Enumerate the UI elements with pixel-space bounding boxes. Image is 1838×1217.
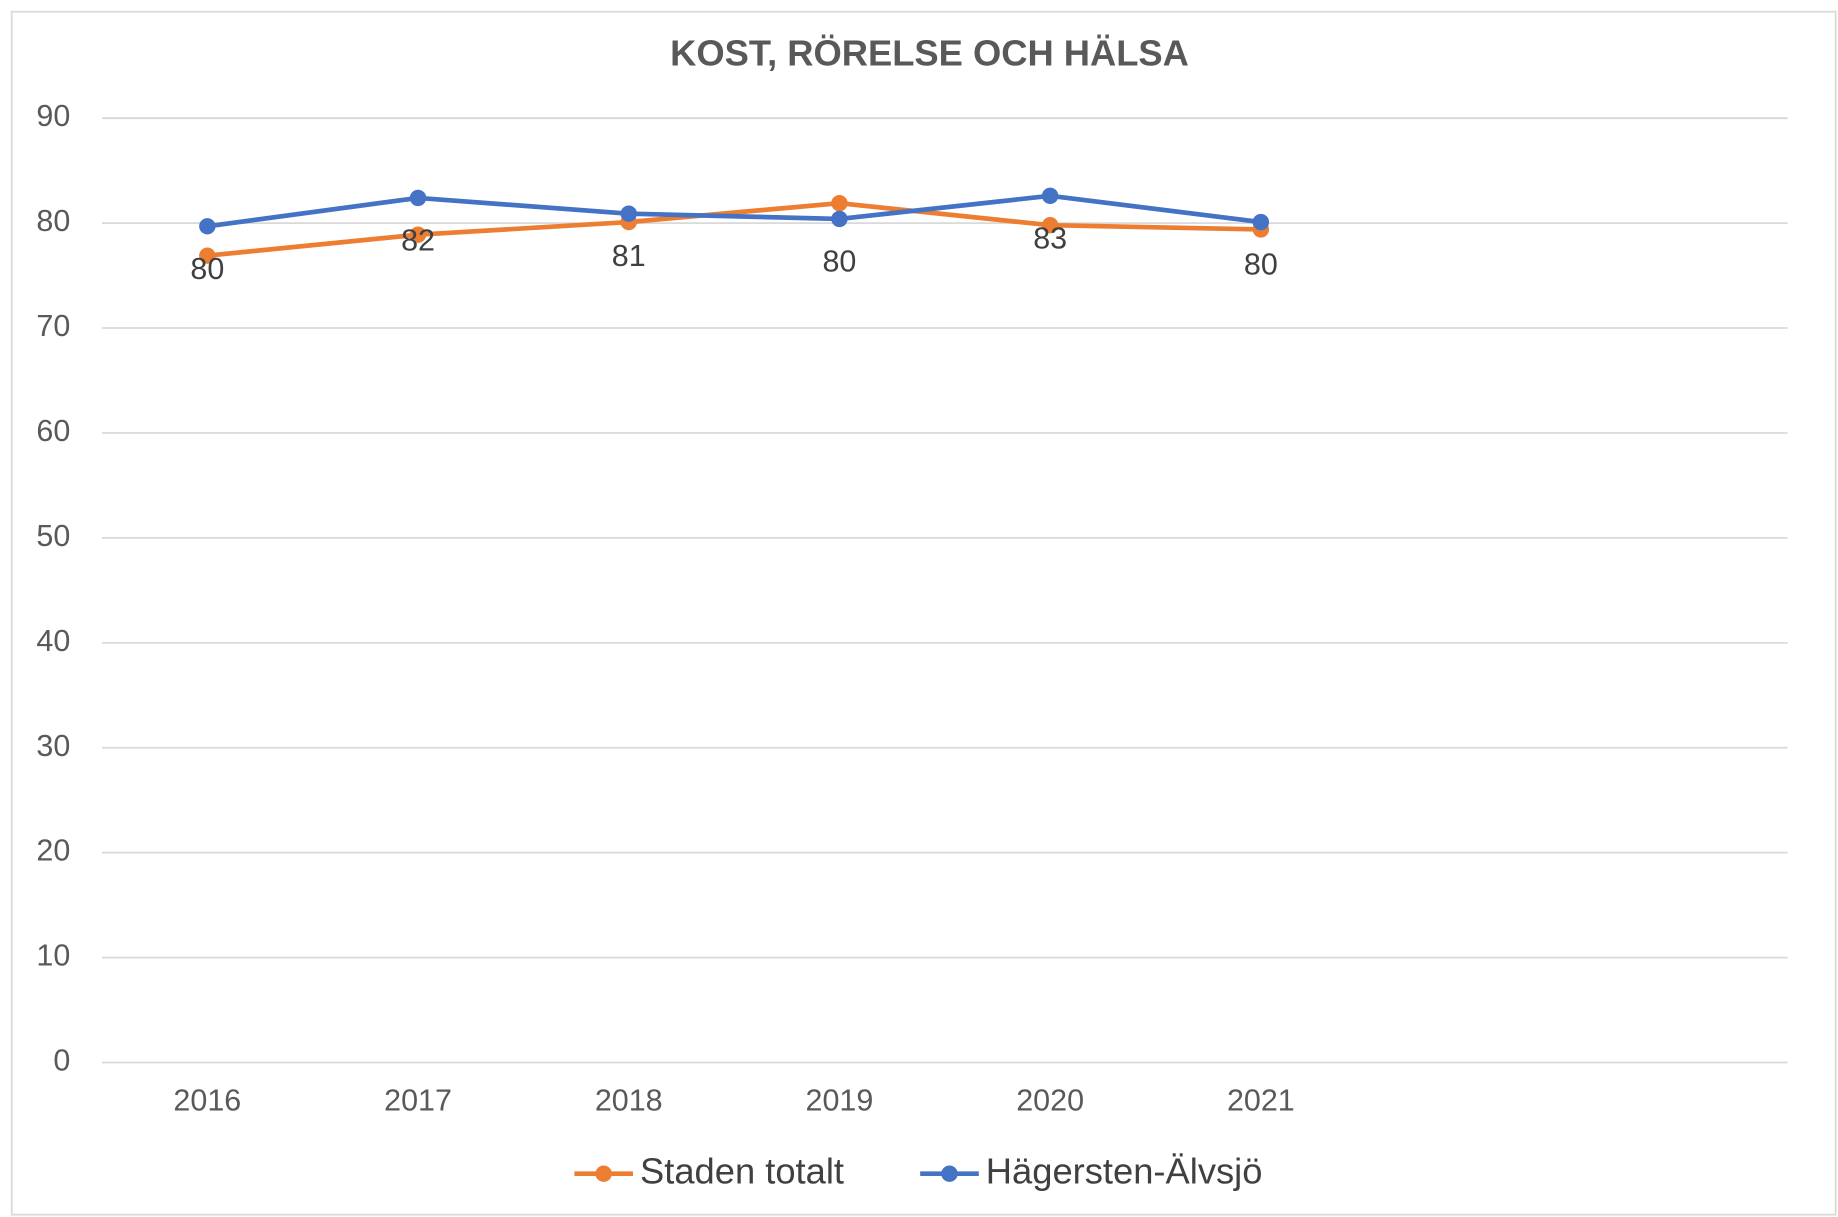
y-tick-label: 90 <box>36 99 70 133</box>
point-marker <box>1041 217 1059 234</box>
y-tick-label: 20 <box>36 834 70 868</box>
point-marker <box>1252 213 1270 231</box>
point-marker <box>409 189 427 207</box>
legend-label: Staden totalt <box>640 1150 844 1191</box>
legend-label: Hägersten-Älvsjö <box>986 1150 1263 1191</box>
y-tick-label: 80 <box>36 204 70 238</box>
data-label: 83 <box>1033 221 1067 255</box>
data-label: 80 <box>1244 248 1278 282</box>
point-marker <box>409 226 427 243</box>
y-tick-label: 30 <box>36 729 70 763</box>
chart-frame <box>10 10 1837 1216</box>
y-tick-label: 70 <box>36 309 70 343</box>
x-tick-label: 2020 <box>1016 1083 1084 1117</box>
y-tick-label: 40 <box>36 624 70 658</box>
legend-marker <box>595 1165 612 1182</box>
x-tick-label: 2018 <box>595 1083 663 1117</box>
y-tick-label: 0 <box>53 1044 70 1078</box>
point-marker <box>831 210 848 228</box>
series-line <box>207 193 1262 229</box>
x-tick-label: 2019 <box>806 1083 874 1117</box>
point-marker <box>1041 187 1059 205</box>
y-tick-label: 50 <box>36 519 70 553</box>
point-marker <box>831 194 848 212</box>
series-line <box>207 200 1261 258</box>
data-label: 82 <box>401 223 435 257</box>
chart-title: KOST, RÖRELSE OCH HÄLSA <box>670 33 1189 74</box>
x-tick-label: 2016 <box>173 1083 241 1117</box>
data-label: 81 <box>612 239 646 273</box>
point-marker <box>199 247 216 264</box>
point-marker <box>620 205 637 222</box>
x-tick-label: 2021 <box>1227 1083 1295 1117</box>
x-tick-label: 2017 <box>384 1083 452 1117</box>
data-label: 80 <box>822 244 856 278</box>
y-tick-label: 10 <box>36 939 70 973</box>
point-marker <box>199 218 216 235</box>
data-label: 80 <box>190 252 224 286</box>
y-tick-label: 60 <box>36 414 70 448</box>
legend-marker <box>941 1165 958 1182</box>
